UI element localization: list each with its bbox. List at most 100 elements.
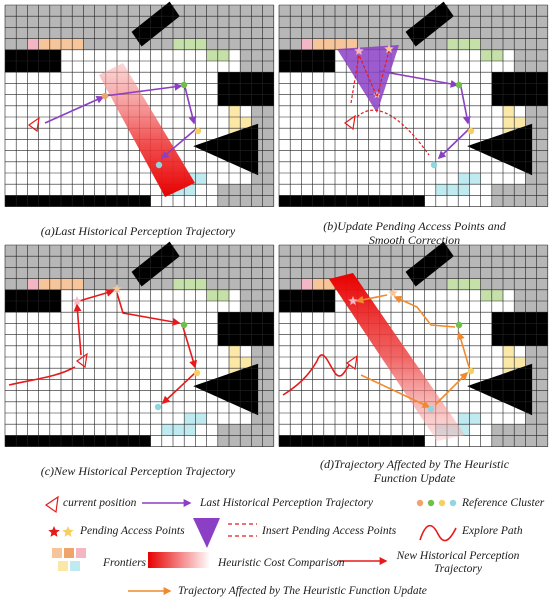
unknown-cell (312, 27, 324, 39)
unknown-cell (16, 256, 28, 268)
unknown-cell (262, 245, 274, 257)
unknown-cell (391, 16, 403, 28)
unknown-cell (240, 195, 252, 207)
new-trajectory-arrow (78, 288, 115, 302)
unknown-cell (217, 184, 229, 196)
unknown-cell (279, 256, 291, 268)
heuristic-cost-band (329, 273, 465, 441)
unknown-cell (525, 245, 537, 257)
unknown-cell (173, 16, 185, 28)
unknown-cell (503, 195, 515, 207)
frontier-cell (480, 289, 492, 301)
frontier-cell (458, 278, 470, 290)
unknown-cell (514, 61, 526, 73)
unknown-cell (240, 5, 252, 17)
unknown-cell (312, 256, 324, 268)
unknown-cell (262, 289, 274, 301)
unknown-cell (195, 27, 207, 39)
unknown-cell (262, 379, 274, 391)
unknown-cell (262, 424, 274, 436)
legend-affected-trajectory: Trajectory Affected by The Heuristic Fun… (178, 585, 427, 597)
unknown-cell (117, 267, 129, 279)
unknown-cell (290, 5, 302, 17)
unknown-cell (139, 245, 151, 257)
unknown-cell (514, 435, 526, 447)
obstacle-triangle (193, 123, 259, 176)
unknown-cell (391, 38, 403, 50)
unknown-cell (217, 424, 229, 436)
unknown-cell (251, 267, 263, 279)
unknown-cell (240, 27, 252, 39)
unknown-cell (480, 38, 492, 50)
obstacle-diagonal (405, 241, 454, 287)
unknown-cell (229, 267, 241, 279)
frontier-cell (458, 413, 470, 425)
unknown-cell (251, 38, 263, 50)
reference-cluster-dot (427, 405, 435, 413)
unknown-cell (27, 245, 39, 257)
unknown-cell (150, 245, 162, 257)
unknown-cell (240, 49, 252, 61)
unknown-cell (424, 278, 436, 290)
legend-new-trajectory-line2: Trajectory (434, 563, 482, 575)
unknown-cell (262, 16, 274, 28)
reference-cluster-dot (467, 367, 475, 375)
unknown-cell (503, 16, 515, 28)
unknown-cell (251, 16, 263, 28)
frontier-swatch (58, 561, 68, 571)
unknown-cell (262, 184, 274, 196)
unknown-cell (435, 278, 447, 290)
unknown-cell (206, 245, 218, 257)
unknown-cell (217, 245, 229, 257)
frontier-cell (49, 38, 61, 50)
insert-pending-dashed-line (350, 50, 390, 104)
unknown-cell (262, 195, 274, 207)
unknown-cell (5, 5, 17, 17)
frontier-cell (195, 278, 207, 290)
unknown-cell (150, 278, 162, 290)
unknown-cell (16, 27, 28, 39)
unknown-cell (5, 278, 17, 290)
obstacle-diagonal (405, 1, 454, 47)
unknown-cell (105, 16, 117, 28)
unknown-cell (27, 27, 39, 39)
unknown-cell (262, 161, 274, 173)
unknown-cell (27, 5, 39, 17)
unknown-cell (251, 424, 263, 436)
obstacle-triangle (467, 363, 533, 416)
unknown-cell (279, 245, 291, 257)
reference-cluster-dot (194, 127, 202, 135)
frontier-cell (458, 173, 470, 185)
unknown-cell (105, 256, 117, 268)
unknown-cell (357, 245, 369, 257)
unknown-cell (229, 256, 241, 268)
unknown-cell (38, 245, 50, 257)
legend-insert-pending: Insert Pending Access Points (262, 525, 397, 537)
unknown-cell (447, 16, 459, 28)
unknown-cell (447, 245, 459, 257)
unknown-cell (206, 5, 218, 17)
obstacle-wall-bottom (5, 435, 151, 447)
unknown-cell (290, 16, 302, 28)
unknown-cell (240, 16, 252, 28)
unknown-cell (480, 16, 492, 28)
frontier-cell (458, 184, 470, 196)
unknown-cell (49, 245, 61, 257)
unknown-cell (105, 27, 117, 39)
frontier-cell (469, 38, 481, 50)
unknown-cell (424, 245, 436, 257)
unknown-cell (491, 5, 503, 17)
frontier-cell (38, 38, 50, 50)
unknown-cell (335, 267, 347, 279)
explore-path (282, 354, 350, 396)
unknown-cell (458, 267, 470, 279)
frontier-cell (514, 357, 526, 369)
reference-cluster-dot (101, 92, 109, 100)
unknown-cell (413, 5, 425, 17)
unknown-cell (435, 267, 447, 279)
unknown-cell (105, 5, 117, 17)
unknown-cell (391, 256, 403, 268)
frontier-swatch (52, 548, 62, 558)
unknown-cell (38, 16, 50, 28)
